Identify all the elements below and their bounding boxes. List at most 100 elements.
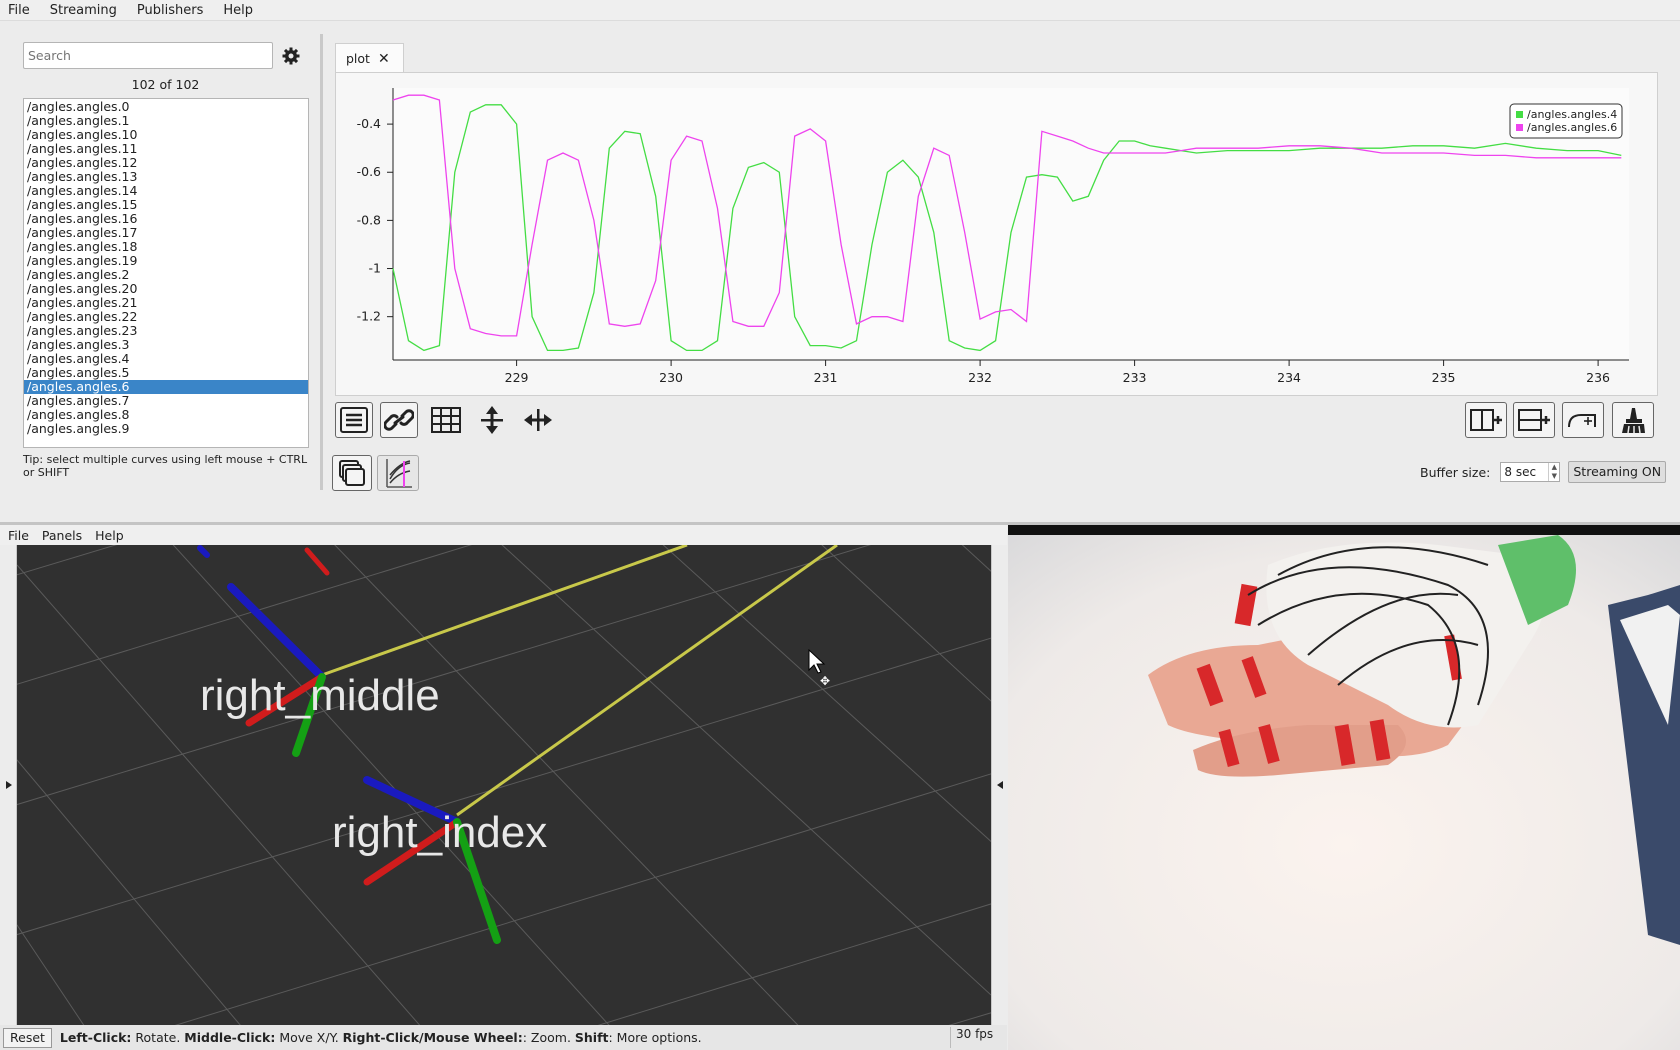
curve-list-item[interactable]: /angles.angles.8 — [27, 407, 130, 422]
clear-icon[interactable] — [1612, 402, 1654, 438]
search-input[interactable] — [23, 42, 273, 69]
interaction-hint: Left-Click: Rotate. Middle-Click: Move X… — [60, 1030, 702, 1045]
menu-file[interactable]: File — [8, 2, 30, 18]
curve-list-item[interactable]: /angles.angles.17 — [27, 225, 138, 240]
curve-list-item[interactable]: /angles.angles.19 — [27, 253, 138, 268]
rviz-menu-file[interactable]: File — [8, 527, 29, 543]
menu-streaming[interactable]: Streaming — [49, 2, 117, 18]
expand-right-icon[interactable] — [992, 775, 1009, 795]
curve-list-item[interactable]: /angles.angles.14 — [27, 183, 138, 198]
3d-scene[interactable]: right_middle right_index ✥ — [17, 545, 991, 1025]
camera-image — [1008, 525, 1680, 1050]
hint-more: : More options. — [608, 1030, 702, 1045]
left-dock-strip[interactable] — [0, 545, 17, 1025]
zoom-horizontal-icon[interactable] — [519, 402, 557, 438]
fps-display: 30 fps — [950, 1027, 1007, 1048]
curve-list-item[interactable]: /angles.angles.3 — [27, 337, 130, 352]
menu-help[interactable]: Help — [223, 2, 254, 18]
hint-zoom: : Zoom. — [522, 1030, 575, 1045]
curve-list-item[interactable]: /angles.angles.16 — [27, 211, 138, 226]
buffer-label: Buffer size: — [1420, 464, 1491, 480]
x-tick-label: 230 — [659, 370, 683, 385]
hint-shift: Shift — [574, 1030, 609, 1045]
curve-list-item[interactable]: /angles.angles.0 — [27, 99, 130, 114]
tip-text: Tip: select multiple curves using left m… — [23, 453, 308, 479]
plot-chart[interactable]: -0.4 -0.6 -0.8 -1 -1.2 229 230 231 232 233 234 235 2… — [336, 73, 1657, 395]
tab-plot-label: plot — [346, 51, 370, 66]
x-tick-label: 235 — [1432, 370, 1456, 385]
curve-list-item[interactable]: /angles.angles.11 — [27, 141, 138, 156]
split-horizontal-icon[interactable] — [1465, 402, 1507, 438]
curve-list-item[interactable]: /angles.angles.4 — [27, 351, 130, 366]
buffer-controls: Buffer size: 8 sec ▲ ▼ Streaming ON — [1420, 461, 1667, 483]
curve-list-item[interactable]: /angles.angles.6 — [24, 380, 308, 394]
reset-button[interactable]: Reset — [3, 1027, 52, 1048]
y-tick-label: -0.6 — [357, 164, 381, 179]
legend-swatch — [1516, 124, 1523, 131]
curve-list-item[interactable]: /angles.angles.13 — [27, 169, 138, 184]
y-tick-label: -1.2 — [357, 309, 381, 324]
spinbox-arrows-icon[interactable]: ▲ ▼ — [1548, 463, 1559, 481]
curve-list-item[interactable]: /angles.angles.12 — [27, 155, 138, 170]
curve-list-item[interactable]: /angles.angles.10 — [27, 127, 138, 142]
hint-rotate: Rotate. — [131, 1030, 185, 1045]
swap-icon[interactable] — [1562, 402, 1604, 438]
x-tick-label: 236 — [1586, 370, 1610, 385]
chart-legend — [1509, 103, 1623, 139]
curve-list-item[interactable]: /angles.angles.22 — [27, 309, 138, 324]
hint-left-click: Left-Click: — [59, 1030, 132, 1045]
x-tick-label: 234 — [1277, 370, 1301, 385]
3d-viewport[interactable]: right_middle right_index ✥ — [17, 545, 991, 1025]
curve-list-item[interactable]: /angles.angles.23 — [27, 323, 138, 338]
link-icon[interactable] — [380, 402, 418, 438]
grid-icon[interactable] — [427, 402, 465, 438]
list-icon[interactable] — [335, 402, 373, 438]
hint-middle-click: Middle-Click: — [184, 1030, 276, 1045]
frame-label-right-middle: right_middle — [200, 671, 440, 720]
tf-links — [321, 545, 838, 817]
curve-list-item[interactable]: /angles.angles.1 — [27, 113, 130, 128]
rviz-status-bar: Reset Left-Click: Rotate. Middle-Click: … — [0, 1025, 1007, 1050]
curve-list-item[interactable]: /angles.angles.18 — [27, 239, 138, 254]
x-tick-label: 233 — [1123, 370, 1147, 385]
close-icon[interactable]: ✕ — [377, 50, 390, 67]
buffer-size-spinbox[interactable]: 8 sec ▲ ▼ — [1500, 462, 1561, 482]
menu-publishers[interactable]: Publishers — [136, 2, 204, 18]
curve-list-item[interactable]: /angles.angles.15 — [27, 197, 138, 212]
curve-list-item[interactable]: /angles.angles.9 — [27, 421, 130, 436]
buffer-size-value: 8 sec — [1504, 465, 1537, 479]
gear-icon[interactable] — [281, 46, 301, 66]
plot-canvas — [393, 88, 1629, 360]
streaming-toggle-button[interactable]: Streaming ON — [1568, 461, 1667, 483]
layers-icon[interactable] — [332, 455, 372, 491]
camera-view — [1008, 525, 1680, 1050]
split-vertical-icon[interactable] — [1513, 402, 1555, 438]
legend-swatch — [1516, 111, 1523, 118]
y-tick-label: -0.8 — [357, 212, 381, 227]
y-tick-label: -1 — [369, 261, 381, 276]
series-line — [392, 104, 1622, 352]
curve-list-item[interactable]: /angles.angles.2 — [27, 267, 130, 282]
rviz-menu-panels[interactable]: Panels — [41, 527, 83, 543]
tab-plot[interactable]: plot ✕ — [335, 43, 404, 73]
hint-move: Move X/Y. — [275, 1030, 343, 1045]
rviz-menu-help[interactable]: Help — [95, 527, 124, 543]
legend-label: /angles.angles.4 — [1527, 108, 1617, 121]
right-dock-strip[interactable] — [991, 545, 1008, 1025]
curve-list-item[interactable]: /angles.angles.20 — [27, 281, 138, 296]
curve-list-item[interactable]: /angles.angles.21 — [27, 295, 138, 310]
frame-right-middle — [197, 545, 330, 757]
curve-list-item[interactable]: /angles.angles.5 — [27, 365, 130, 380]
curve-list[interactable]: /angles.angles.0/angles.angles.1/angles.… — [23, 98, 309, 448]
frame-right-index — [363, 776, 501, 944]
zoom-vertical-icon[interactable] — [473, 402, 511, 438]
move-cursor-icon: ✥ — [820, 674, 830, 688]
curve-style-icon[interactable] — [377, 455, 419, 491]
vertical-splitter[interactable] — [320, 34, 323, 490]
horizontal-splitter[interactable] — [0, 522, 1680, 525]
expand-left-icon[interactable] — [0, 775, 17, 795]
floor-grid — [17, 545, 991, 1025]
curve-list-item[interactable]: /angles.angles.7 — [27, 393, 130, 408]
x-tick-label: 232 — [968, 370, 992, 385]
curve-count: 102 of 102 — [131, 77, 200, 92]
